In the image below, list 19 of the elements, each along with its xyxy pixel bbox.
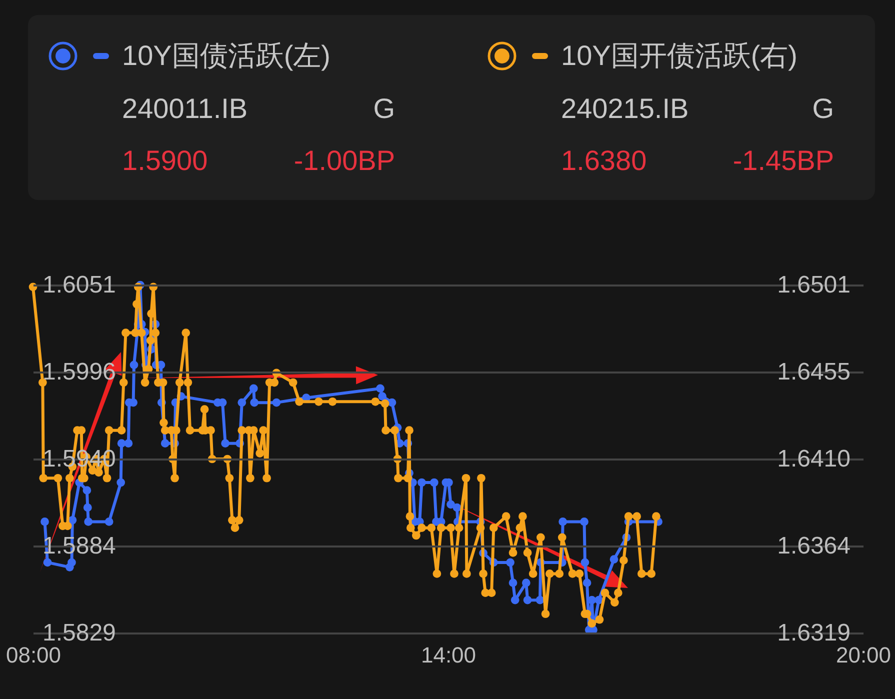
y-tick-label: 1.5884 — [42, 532, 116, 560]
text: -1.45BP — [732, 145, 834, 177]
text: G — [373, 93, 395, 125]
y2-tick-label: 1.6410 — [777, 446, 850, 472]
legend-label: 10Y国债活跃(左) — [122, 40, 330, 72]
y-tick-label: 1.5996 — [42, 358, 116, 386]
text: 1.5900 — [122, 145, 208, 177]
text: 1.6380 — [561, 145, 647, 177]
x-tick-label: 14:00 — [420, 642, 476, 668]
y2-tick-label: 1.6455 — [777, 358, 850, 386]
y2-tick-label: 1.6501 — [777, 272, 850, 298]
y-tick-label: 1.6051 — [42, 272, 116, 298]
text: G — [812, 93, 834, 125]
y-tick-label: 1.5940 — [42, 446, 116, 472]
text: 240215.IB — [561, 93, 689, 125]
text: 240011.IB — [122, 93, 248, 125]
text: -1.00BP — [294, 145, 395, 177]
y2-tick-label: 1.6364 — [777, 532, 850, 560]
legend-label: 10Y国开债活跃(右) — [561, 40, 798, 72]
